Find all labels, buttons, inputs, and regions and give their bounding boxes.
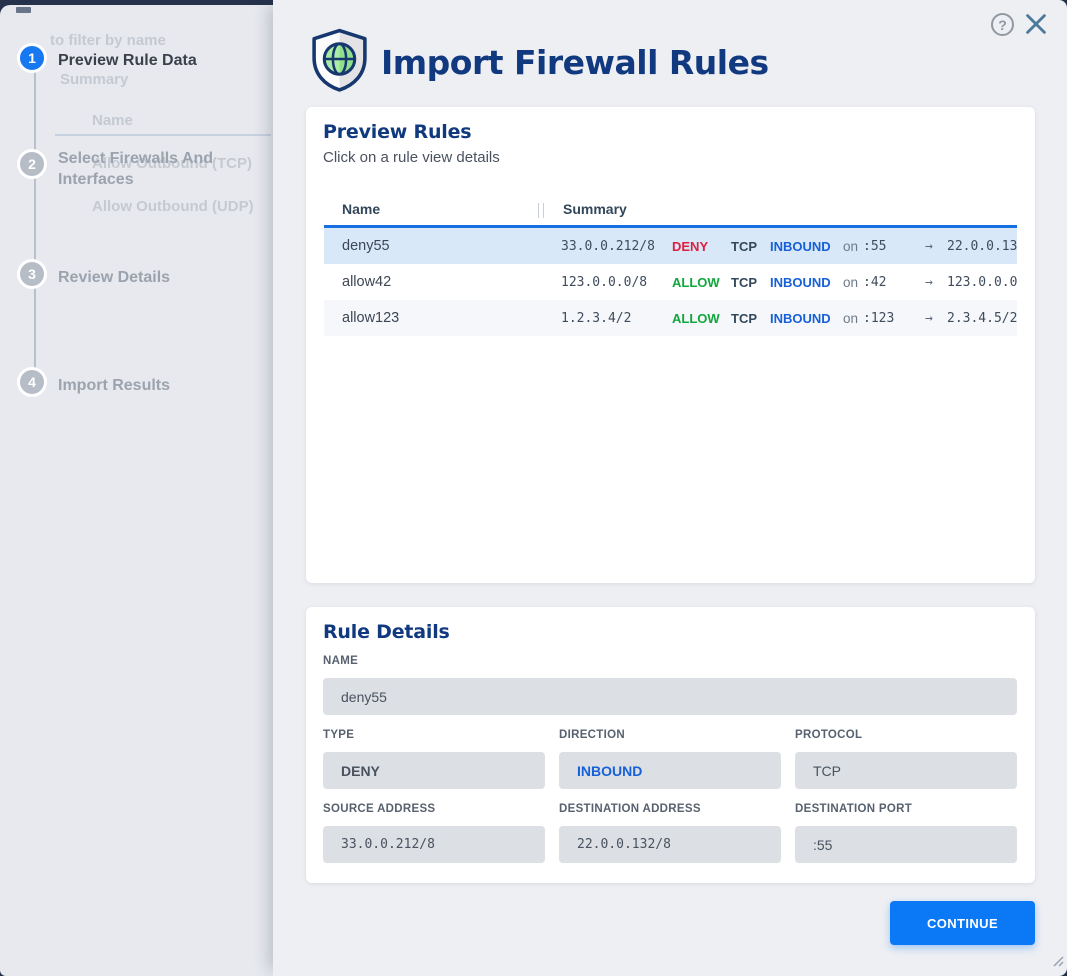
source-address-label: SOURCE ADDRESS xyxy=(323,803,436,815)
rule-source: 33.0.0.212/8 xyxy=(561,238,655,254)
ghost-navbar-fragment xyxy=(16,7,31,13)
rule-action: ALLOW xyxy=(672,274,720,290)
rule-action: DENY xyxy=(672,238,709,254)
rule-source: 1.2.3.4/2 xyxy=(561,310,632,326)
name-field-label: NAME xyxy=(323,655,359,667)
name-field: deny55 xyxy=(323,678,1017,715)
rule-on-word: on xyxy=(843,310,859,326)
step-2-label[interactable]: Select Firewalls And Interfaces xyxy=(58,150,214,188)
rule-summary: 123.0.0.0/8 ALLOW TCP INBOUND on :42 → 1… xyxy=(561,275,1017,290)
ghost-summary-label: Summary xyxy=(60,71,129,88)
rule-port: :123 xyxy=(863,310,895,326)
rule-direction: INBOUND xyxy=(770,238,831,254)
rule-port: :42 xyxy=(863,274,887,290)
rule-direction: INBOUND xyxy=(770,274,831,290)
rule-on-word: on xyxy=(843,274,859,290)
rule-destination: 123.0.0.0/8 xyxy=(947,274,1017,290)
step-3-circle[interactable]: 3 xyxy=(17,259,47,289)
rule-summary: 1.2.3.4/2 ALLOW TCP INBOUND on :123 → 2.… xyxy=(561,311,1017,326)
step-4-circle[interactable]: 4 xyxy=(17,367,47,397)
step-1-label[interactable]: Preview Rule Data xyxy=(58,52,197,69)
direction-field: INBOUND xyxy=(559,752,781,789)
rule-destination: 22.0.0.132/8 xyxy=(947,238,1017,254)
close-icon[interactable] xyxy=(1024,12,1048,36)
type-field-label: TYPE xyxy=(323,729,355,741)
column-header-summary: Summary xyxy=(563,201,627,217)
ghost-rule-row-1: Allow Outbound (TCP) xyxy=(92,155,252,172)
destination-port-label: DESTINATION PORT xyxy=(795,803,913,815)
rule-protocol: TCP xyxy=(731,274,757,290)
rule-name: deny55 xyxy=(342,238,390,254)
ghost-table-divider xyxy=(55,134,271,136)
rule-port: :55 xyxy=(863,238,887,254)
step-2-circle[interactable]: 2 xyxy=(17,149,47,179)
modal-title: Import Firewall Rules xyxy=(381,43,769,82)
ghost-name-label: Name xyxy=(92,112,133,129)
modal-main-panel: Import Firewall Rules ? Preview Rules Cl… xyxy=(273,0,1067,976)
shield-globe-icon xyxy=(307,27,372,98)
resize-grip-icon[interactable] xyxy=(1051,954,1065,973)
step-3-label[interactable]: Review Details xyxy=(58,269,171,286)
rule-summary: 33.0.0.212/8 DENY TCP INBOUND on :55 → 2… xyxy=(561,239,1017,254)
protocol-field: TCP xyxy=(795,752,1017,789)
destination-port-field: :55 xyxy=(795,826,1017,863)
rule-name: allow42 xyxy=(342,274,392,290)
stepper-connector-line xyxy=(34,61,36,385)
ghost-filter-hint: to filter by name xyxy=(50,32,166,49)
modal-header: Import Firewall Rules xyxy=(307,27,769,98)
rule-direction: INBOUND xyxy=(770,310,831,326)
rules-table-header: Name Summary xyxy=(324,196,1017,228)
arrow-right-icon: → xyxy=(925,310,933,326)
step-4-label[interactable]: Import Results xyxy=(58,377,171,394)
preview-rules-title: Preview Rules xyxy=(323,121,472,143)
rule-protocol: TCP xyxy=(731,238,757,254)
type-field: DENY xyxy=(323,752,545,789)
rule-on-word: on xyxy=(843,238,859,254)
table-row[interactable]: deny55 33.0.0.212/8 DENY TCP INBOUND on … xyxy=(324,228,1017,264)
rule-details-card: Rule Details NAME deny55 TYPE DENY DIREC… xyxy=(306,607,1035,883)
preview-rules-card: Preview Rules Click on a rule view detai… xyxy=(306,107,1035,583)
table-row[interactable]: allow42 123.0.0.0/8 ALLOW TCP INBOUND on… xyxy=(324,264,1017,300)
rule-action: ALLOW xyxy=(672,310,720,326)
rule-protocol: TCP xyxy=(731,310,757,326)
rule-details-title: Rule Details xyxy=(323,621,450,643)
help-icon[interactable]: ? xyxy=(991,13,1014,36)
rule-source: 123.0.0.0/8 xyxy=(561,274,648,290)
stepper-sidebar: to filter by name Summary Name Allow Out… xyxy=(0,5,273,976)
protocol-field-label: PROTOCOL xyxy=(795,729,863,741)
arrow-right-icon: → xyxy=(925,238,933,254)
arrow-right-icon: → xyxy=(925,274,933,290)
step-1-circle[interactable]: 1 xyxy=(17,43,47,73)
table-row[interactable]: allow123 1.2.3.4/2 ALLOW TCP INBOUND on … xyxy=(324,300,1017,336)
destination-address-label: DESTINATION ADDRESS xyxy=(559,803,701,815)
rule-name: allow123 xyxy=(342,310,400,326)
direction-field-label: DIRECTION xyxy=(559,729,625,741)
source-address-field: 33.0.0.212/8 xyxy=(323,826,545,863)
column-resize-handle[interactable] xyxy=(538,203,544,218)
ghost-rule-row-2: Allow Outbound (UDP) xyxy=(92,198,254,215)
continue-button[interactable]: CONTINUE xyxy=(890,901,1035,945)
rule-destination: 2.3.4.5/2 xyxy=(947,310,1017,326)
preview-rules-subtitle: Click on a rule view details xyxy=(323,149,500,166)
destination-address-field: 22.0.0.132/8 xyxy=(559,826,781,863)
column-header-name: Name xyxy=(342,201,381,217)
rules-table: Name Summary deny55 33.0.0.212/8 DENY TC… xyxy=(324,196,1017,336)
